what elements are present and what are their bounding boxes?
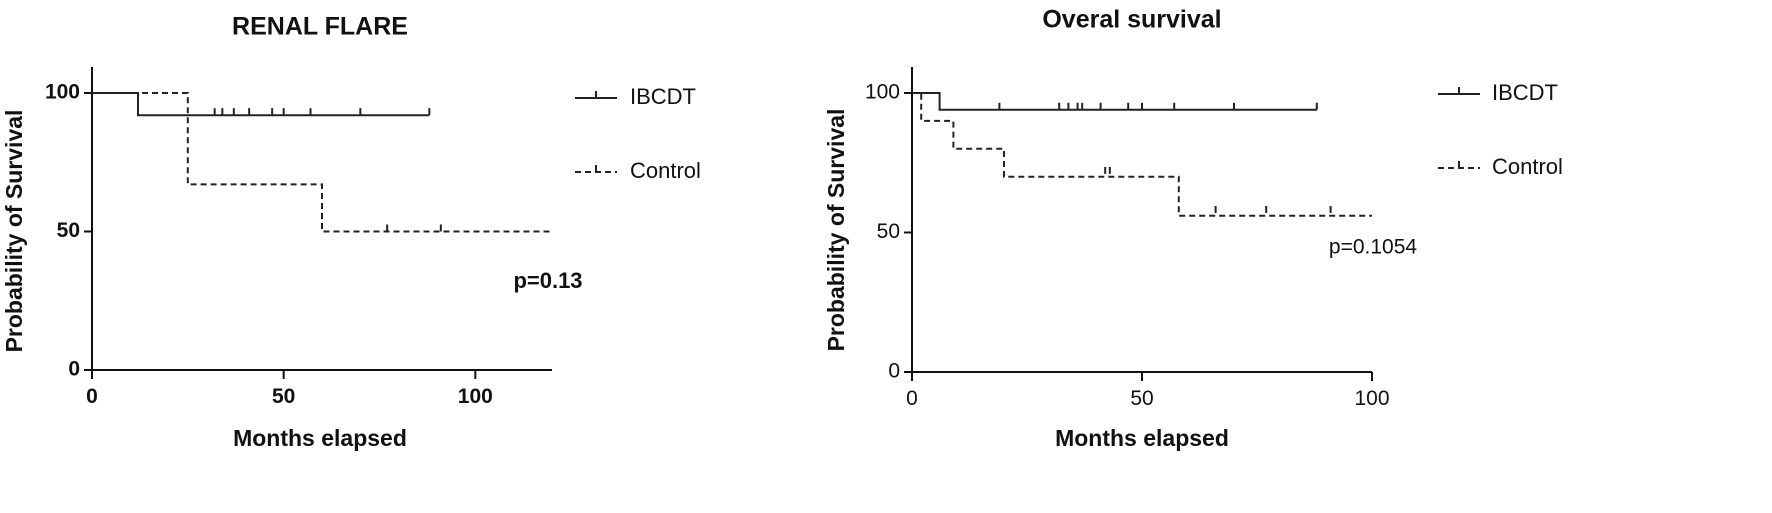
km-curve-ibcdt (92, 92, 430, 117)
chart-title: Overal survival (1042, 6, 1221, 34)
legend-label-control: Control (630, 158, 701, 183)
km-curve-control (92, 92, 552, 233)
x-axis-label: Months elapsed (1055, 425, 1229, 451)
legend-label-ibcdt: IBCDT (1492, 80, 1558, 105)
y-tick-label: 50 (877, 220, 900, 243)
x-tick-label: 50 (272, 385, 295, 408)
legend-label-ibcdt: IBCDT (630, 84, 696, 109)
y-tick-label: 100 (45, 81, 80, 104)
x-tick-label: 100 (458, 385, 493, 408)
legend-label-control: Control (1492, 154, 1563, 179)
x-tick-label: 0 (906, 387, 918, 410)
y-axis-label: Probability of Survival (1, 110, 27, 353)
y-tick-label: 100 (865, 81, 900, 104)
p-value-annotation: p=0.1054 (1329, 236, 1417, 259)
x-axis-label: Months elapsed (233, 425, 407, 451)
chart-title: RENAL FLARE (232, 13, 408, 41)
chart-panel-1: RENAL FLARE 0 50 100 0 50 100 Months elapsed Pro… (1, 13, 701, 451)
p-value-annotation: p=0.13 (513, 268, 582, 293)
y-tick-label: 0 (888, 360, 900, 383)
y-axis-label: Probability of Survival (823, 109, 849, 352)
y-tick-label: 50 (57, 219, 80, 242)
x-tick-label: 100 (1354, 387, 1389, 410)
chart-panel-2: Overal survival 0 50 100 0 50 100 Months elapse… (823, 6, 1563, 451)
y-tick-label: 0 (68, 358, 80, 381)
x-tick-label: 50 (1130, 387, 1153, 410)
x-tick-label: 0 (86, 385, 98, 408)
km-curve-ibcdt (912, 92, 1317, 111)
km-curve-control (912, 92, 1372, 217)
